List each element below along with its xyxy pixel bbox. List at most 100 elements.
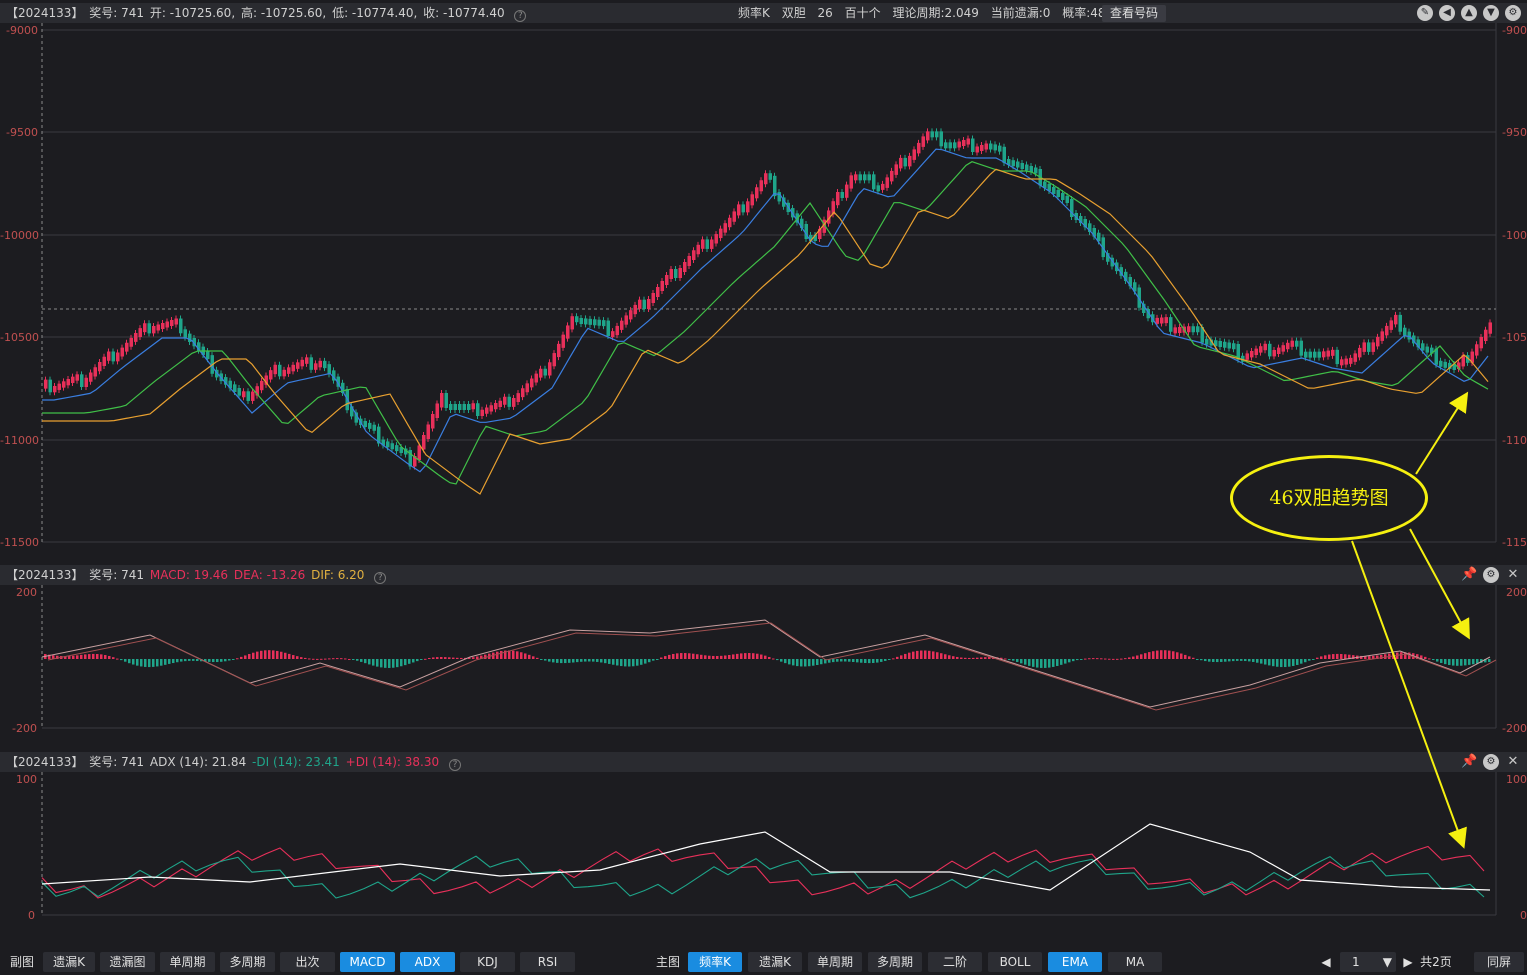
y-label-left-3: -10500 [0, 331, 39, 344]
dea-value: DEA: -13.26 [233, 568, 306, 582]
adx-y-top-right: 100 [1506, 773, 1527, 786]
chevron-down-icon: ▼ [1382, 955, 1392, 969]
tab-second-order[interactable]: 二阶 [928, 952, 982, 972]
tab-main-miss-k[interactable]: 遗漏K [748, 952, 802, 972]
y-label-left-0: -9000 [6, 24, 38, 37]
main-chart[interactable] [0, 23, 1527, 563]
macd-settings-icon[interactable]: ⚙ [1483, 567, 1499, 583]
tab-kdj[interactable]: KDJ [460, 952, 515, 972]
macd-value: MACD: 19.46 [149, 568, 229, 582]
macd-issue: 奖号: 741 [89, 568, 145, 582]
adx-help-icon[interactable]: ? [448, 759, 461, 771]
y-label-left-4: -11000 [0, 434, 39, 447]
type-label: 双胆 [781, 6, 806, 20]
tab-main-single-cycle[interactable]: 单周期 [808, 952, 862, 972]
tab-main-multi-cycle[interactable]: 多周期 [868, 952, 922, 972]
cycle-label: 理论周期:2.049 [892, 6, 979, 20]
tab-ma[interactable]: MA [1108, 952, 1162, 972]
y-label-right-2: -100 [1502, 229, 1527, 242]
macd-chart[interactable] [0, 585, 1527, 748]
adx-chart[interactable] [0, 772, 1527, 948]
macd-y-top-right: 200 [1506, 586, 1527, 599]
main-chart-pane: -9000 -9500 -10000 -10500 -11000 -11500 … [0, 23, 1527, 563]
y-label-left-2: -10000 [0, 229, 39, 242]
period-label: 【2024133】 [6, 6, 84, 20]
tab-macd[interactable]: MACD [340, 952, 395, 972]
macd-help-icon[interactable]: ? [374, 572, 387, 584]
tab-frequency-k[interactable]: 频率K [688, 952, 742, 972]
num-label: 26 [817, 6, 833, 20]
center-info: 频率K 双胆 26 百十个 理论周期:2.049 当前遗漏:0 概率:48.8% [738, 3, 1136, 23]
y-label-right-0: -900 [1502, 24, 1527, 37]
down-icon[interactable]: ▼ [1483, 5, 1499, 21]
main-chart-label: 主图 [655, 955, 680, 969]
annotation-label: 46双胆趋势图 [1230, 455, 1428, 541]
settings-icon[interactable]: ⚙ [1505, 5, 1521, 21]
sub-chart-label: 副图 [9, 955, 34, 969]
y-label-right-3: -105 [1502, 331, 1527, 344]
close-value: 收: -10774.40 [423, 6, 505, 20]
page-select[interactable]: 1 ▼ [1340, 952, 1396, 972]
edit-icon[interactable]: ✎ [1417, 5, 1433, 21]
tab-ema[interactable]: EMA [1048, 952, 1102, 972]
macd-info-text: 【2024133】 奖号: 741 MACD: 19.46 DEA: -13.2… [6, 565, 388, 585]
open-value: 开: -10725.60, [149, 6, 236, 20]
back-icon[interactable]: ◀ [1439, 5, 1455, 21]
up-icon[interactable]: ▲ [1461, 5, 1477, 21]
mdi-value: -DI (14): 23.41 [252, 755, 340, 769]
adx-value: ADX (14): 21.84 [149, 755, 247, 769]
sync-screen-button[interactable]: 同屏 [1474, 952, 1524, 972]
macd-close-icon[interactable]: ✕ [1507, 567, 1519, 582]
macd-y-bottom-right: -200 [1502, 722, 1527, 735]
adx-pin-icon[interactable]: 📌 [1461, 754, 1478, 769]
issue-label: 奖号: 741 [89, 6, 145, 20]
adx-settings-icon[interactable]: ⚙ [1483, 754, 1499, 770]
next-page-icon[interactable]: ▶ [1403, 955, 1413, 969]
adx-icons: 📌 ⚙ ✕ [1461, 754, 1521, 770]
macd-info-bar: 【2024133】 奖号: 741 MACD: 19.46 DEA: -13.2… [0, 565, 1527, 585]
tab-boll[interactable]: BOLL [988, 952, 1042, 972]
adx-info-bar: 【2024133】 奖号: 741 ADX (14): 21.84 -DI (1… [0, 752, 1527, 772]
tab-miss-chart[interactable]: 遗漏图 [100, 952, 155, 972]
macd-pane: 200 -200 200 -200 [0, 585, 1527, 748]
mode-label: 频率K [738, 6, 770, 20]
page-number: 1 [1352, 955, 1360, 969]
tab-multi-cycle[interactable]: 多周期 [220, 952, 275, 972]
y-label-right-4: -110 [1502, 434, 1527, 447]
macd-y-top: 200 [16, 586, 37, 599]
low-value: 低: -10774.40, [332, 6, 418, 20]
help-icon[interactable]: ? [514, 10, 527, 22]
y-label-left-5: -11500 [0, 536, 39, 549]
dif-value: DIF: 6.20 [311, 568, 365, 582]
y-label-right-5: -115 [1502, 536, 1527, 549]
adx-y-top: 100 [16, 773, 37, 786]
main-info-text: 【2024133】 奖号: 741 开: -10725.60, 高: -1072… [6, 3, 528, 23]
page-total: 共2页 [1420, 955, 1452, 969]
tab-rsi[interactable]: RSI [520, 952, 575, 972]
main-info-bar: 【2024133】 奖号: 741 开: -10725.60, 高: -1072… [0, 3, 1527, 23]
prev-page-icon[interactable]: ◀ [1321, 955, 1331, 969]
tab-single-cycle[interactable]: 单周期 [160, 952, 215, 972]
tab-adx[interactable]: ADX [400, 952, 455, 972]
high-value: 高: -10725.60, [240, 6, 327, 20]
miss-label: 当前遗漏:0 [990, 6, 1051, 20]
macd-icons: 📌 ⚙ ✕ [1461, 567, 1521, 583]
bottom-toolbar: 副图 遗漏K 遗漏图 单周期 多周期 出次 MACD ADX KDJ RSI 主… [0, 949, 1527, 975]
tab-occurrence[interactable]: 出次 [280, 952, 335, 972]
adx-pane: 100 0 100 0 [0, 772, 1527, 948]
tab-miss-k[interactable]: 遗漏K [43, 952, 95, 972]
y-label-right-1: -950 [1502, 126, 1527, 139]
adx-issue: 奖号: 741 [89, 755, 145, 769]
adx-y-bottom-right: 0 [1520, 909, 1527, 922]
adx-y-bottom: 0 [28, 909, 35, 922]
adx-info-text: 【2024133】 奖号: 741 ADX (14): 21.84 -DI (1… [6, 752, 463, 772]
y-label-left-1: -9500 [6, 126, 38, 139]
pdi-value: +DI (14): 38.30 [345, 755, 440, 769]
adx-close-icon[interactable]: ✕ [1507, 754, 1519, 769]
main-toolbar-icons: ✎ ◀ ▲ ▼ ⚙ [1417, 5, 1521, 21]
adx-period: 【2024133】 [6, 755, 84, 769]
macd-y-bottom: -200 [12, 722, 37, 735]
view-numbers-button[interactable]: 查看号码 [1102, 5, 1167, 22]
pin-icon[interactable]: 📌 [1461, 567, 1478, 582]
digit-label: 百十个 [844, 6, 881, 20]
